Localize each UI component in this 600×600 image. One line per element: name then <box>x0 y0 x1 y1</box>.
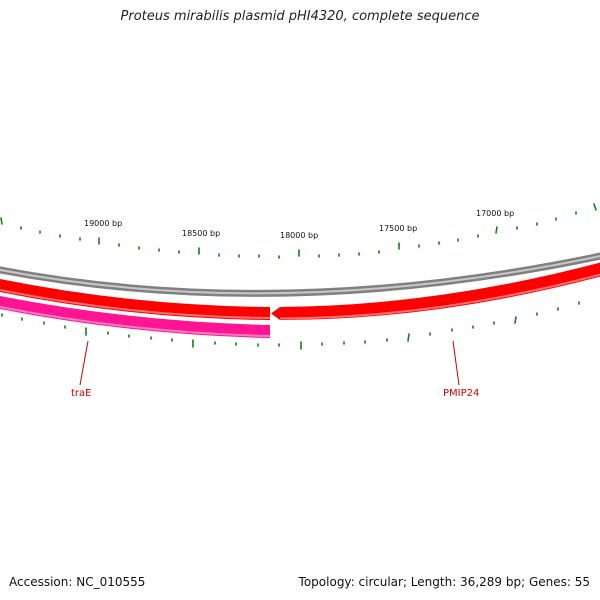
forward-strand-track <box>0 262 600 320</box>
outer-tick-ring <box>0 203 597 259</box>
scale-label: 17500 bp <box>379 224 417 233</box>
tick <box>407 333 410 342</box>
backbone-ring <box>0 252 600 297</box>
leader-line <box>79 340 89 386</box>
accession-text: Accession: NC_010555 <box>9 575 146 589</box>
gene-label: traE <box>71 388 91 399</box>
gene-label: PMIP24 <box>443 388 479 399</box>
summary-text: Topology: circular; Length: 36,289 bp; G… <box>298 575 590 589</box>
tick <box>514 316 517 324</box>
page-title: Proteus mirabilis plasmid pHI4320, compl… <box>120 9 480 24</box>
scale-label: 19000 bp <box>84 219 122 228</box>
scale-label: 18500 bp <box>182 229 220 238</box>
tick <box>0 217 3 225</box>
reverse-strand-track <box>0 295 271 338</box>
gene-arrow-reverse <box>0 295 270 338</box>
tick <box>495 226 498 234</box>
inner-tick-ring <box>1 301 580 350</box>
scale-label: 18000 bp <box>280 231 318 240</box>
gene-arrow-forward-right <box>271 262 600 320</box>
leader-line <box>452 340 460 386</box>
tick <box>593 203 597 211</box>
gene-arrow-forward-left <box>0 279 270 320</box>
scale-label: 17000 bp <box>476 209 514 218</box>
gene-label-trae[interactable]: traE <box>71 340 91 399</box>
gene-label-pmip24[interactable]: PMIP24 <box>443 340 479 399</box>
